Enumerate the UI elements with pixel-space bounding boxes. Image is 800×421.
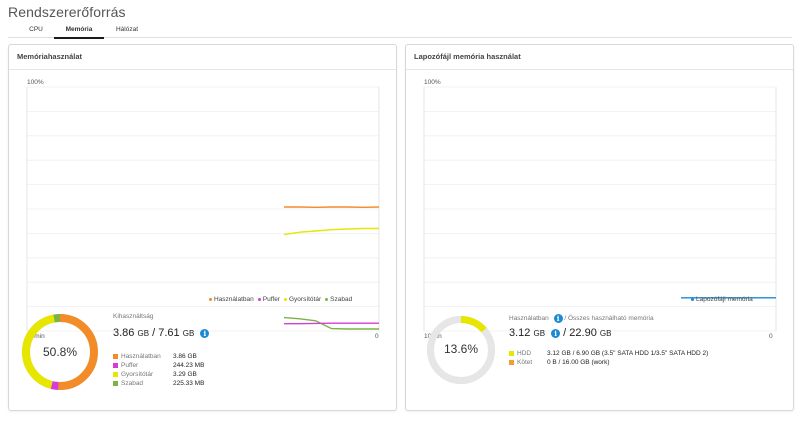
color-swatch: [113, 363, 118, 368]
list-item: Puffer 244.23 MB: [113, 361, 204, 370]
total-value: 22.90: [569, 327, 597, 339]
legend-label: Szabad: [330, 296, 353, 303]
legend-label: Használatban: [214, 296, 254, 303]
total-label: / Összes használható memória: [564, 315, 654, 323]
legend-dot-icon: [325, 297, 329, 301]
legend-item-used[interactable]: Használatban: [209, 296, 254, 303]
legend-label: Gyorsítótár: [288, 296, 322, 303]
list-item: Használatban 3.86 GB: [113, 352, 204, 361]
swap-used-label: Használatban i / Összes használható memó…: [509, 314, 654, 323]
series-line-Szabad: [283, 316, 379, 330]
memory-usage-panel: Memóriahasználat 100% 10min 0 Használatb…: [8, 44, 397, 411]
color-swatch: [113, 372, 118, 377]
swap-usage-percent: 13.6%: [443, 342, 479, 356]
series-line-Puffer: [284, 322, 379, 325]
swap-usage-donut: [427, 316, 495, 384]
legend-dot-icon: [691, 297, 694, 301]
page-title: Rendszererőforrás: [8, 4, 126, 20]
total-value: 7.61: [158, 327, 180, 339]
list-item: Szabad 225.33 MB: [113, 379, 204, 388]
tab-network[interactable]: Hálózat: [115, 26, 139, 33]
tab-cpu[interactable]: CPU: [29, 26, 43, 33]
detail-value: 225.33 MB: [173, 380, 205, 387]
x-start-label: 10min: [27, 333, 45, 340]
legend-dot-icon: [257, 297, 261, 301]
panel-divider: [406, 69, 793, 70]
used-value: 3.12: [509, 327, 531, 339]
info-icon[interactable]: i: [551, 328, 561, 338]
detail-value: 0 B / 16.00 GB (work): [547, 359, 610, 366]
legend-dot-icon: [209, 297, 212, 301]
detail-label: Gyorsítótár: [121, 371, 154, 378]
color-swatch: [113, 354, 118, 359]
color-swatch: [509, 360, 514, 365]
swap-chart-legend: Lapozófájl memória: [691, 296, 753, 303]
detail-value: 244.23 MB: [173, 362, 205, 369]
list-item: Kötet 0 B / 16.00 GB (work): [509, 358, 708, 367]
detail-label: Szabad: [121, 380, 144, 387]
series-line-Gyorsítótár: [283, 227, 379, 236]
memory-usage-percent: 50.8%: [42, 345, 78, 359]
used-unit: GB: [533, 329, 546, 338]
memory-chart-legend: Használatban Puffer Gyorsítótár Szabad: [209, 296, 352, 303]
detail-label: HDD: [517, 350, 532, 357]
donut-slice-Szabad: [427, 316, 495, 384]
legend-label: Puffer: [262, 296, 280, 303]
color-swatch: [509, 351, 514, 356]
panel-title: Lapozófájl memória használat: [414, 52, 521, 61]
total-unit: GB: [599, 329, 612, 338]
memory-details-list: Használatban 3.86 GB Puffer 244.23 MB Gyor…: [113, 352, 204, 388]
donut-slice-Gyorsítótár: [22, 314, 98, 390]
detail-value: 3.29 GB: [173, 371, 197, 378]
detail-label: Puffer: [121, 362, 139, 369]
y-max-label: 100%: [424, 79, 441, 86]
legend-item-cache[interactable]: Gyorsítótár: [283, 296, 322, 303]
panel-title: Memóriahasználat: [17, 52, 83, 61]
tab-memory[interactable]: Memória: [54, 26, 104, 39]
x-end-label: 0: [769, 333, 773, 340]
legend-item-buffer[interactable]: Puffer: [257, 296, 280, 303]
legend-item-swap[interactable]: Lapozófájl memória: [691, 296, 753, 303]
info-icon[interactable]: i: [200, 328, 210, 338]
list-item: HDD 3.12 GB / 6.90 GB (3.5" SATA HDD 1/3.…: [509, 349, 708, 358]
total-unit: GB: [182, 329, 195, 338]
swap-used-total: 3.12 GB i / 22.90 GB: [509, 327, 612, 339]
used-label: Használatban: [509, 315, 549, 323]
utilization-label: Kihasználtság: [113, 313, 154, 320]
memory-usage-donut: [22, 314, 98, 390]
used-unit: GB: [137, 329, 150, 338]
donut-slice-Szabad: [22, 314, 98, 390]
detail-label: Kötet: [517, 359, 533, 366]
legend-label: Lapozófájl memória: [696, 296, 753, 303]
x-end-label: 0: [375, 333, 379, 340]
memory-used-total: 3.86 GB / 7.61 GB i: [113, 327, 210, 339]
memory-chart-plot: [26, 86, 380, 332]
detail-value: 3.12 GB / 6.90 GB (3.5" SATA HDD 1/3.5" …: [547, 350, 709, 357]
tab-bar: CPU Memória Hálózat: [8, 24, 792, 39]
y-max-label: 100%: [27, 79, 44, 86]
info-icon[interactable]: i: [553, 314, 563, 323]
legend-dot-icon: [283, 297, 287, 301]
legend-item-free[interactable]: Szabad: [325, 296, 352, 303]
swap-chart-plot: [423, 86, 777, 332]
detail-value: 3.86 GB: [173, 353, 197, 360]
color-swatch: [113, 381, 118, 386]
detail-label: Használatban: [121, 353, 161, 360]
used-value: 3.86: [113, 327, 135, 339]
swap-usage-panel: Lapozófájl memória használat 100% 10min …: [405, 44, 794, 411]
swap-details-list: HDD 3.12 GB / 6.90 GB (3.5" SATA HDD 1/3.…: [509, 349, 708, 367]
panel-divider: [9, 69, 396, 70]
list-item: Gyorsítótár 3.29 GB: [113, 370, 204, 379]
